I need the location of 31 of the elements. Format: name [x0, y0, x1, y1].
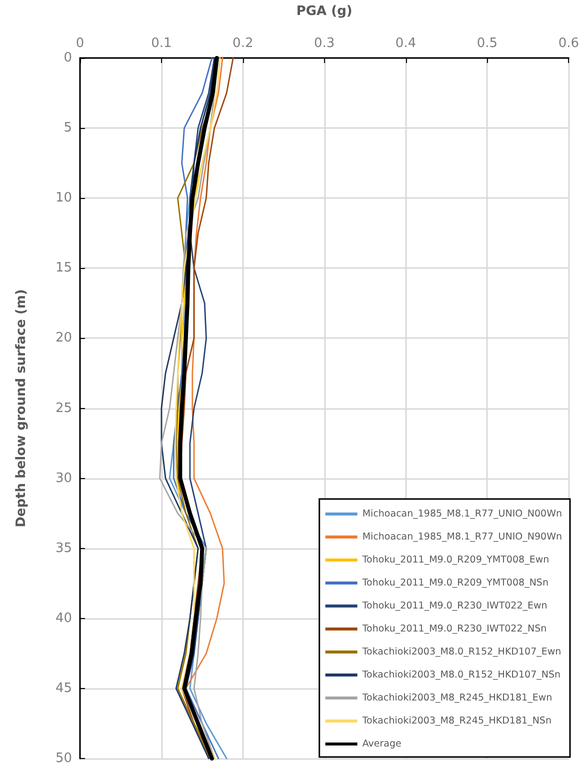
- legend-label: Average: [362, 738, 402, 750]
- legend-label: Tokachioki2003_M8.0_R152_HKD107_Ewn: [361, 646, 562, 658]
- y-tick-label: 15: [55, 260, 72, 276]
- y-tick-label: 0: [64, 50, 72, 66]
- legend-label: Tokachioki2003_M8_R245_HKD181_NSn: [361, 716, 552, 726]
- x-tick-label: 0.3: [314, 36, 335, 51]
- y-tick-label: 30: [55, 470, 72, 486]
- y-tick-label: 10: [55, 190, 72, 206]
- y-tick-label: 25: [55, 400, 72, 416]
- legend-label: Tohoku_2011_M9.0_R230_IWT022_Ewn: [361, 600, 548, 612]
- y-tick-label: 45: [55, 680, 72, 696]
- y-tick-label: 20: [55, 330, 72, 346]
- legend-label: Tokachioki2003_M8.0_R152_HKD107_NSn: [361, 670, 561, 680]
- x-tick-label: 0.5: [476, 36, 498, 51]
- y-tick-label: 5: [64, 120, 72, 136]
- legend-label: Tokachioki2003_M8_R245_HKD181_Ewn: [361, 692, 552, 704]
- x-tick-label: 0.1: [151, 36, 172, 51]
- legend-label: Tohoku_2011_M9.0_R209_YMT008_NSn: [361, 578, 548, 588]
- x-tick-label: 0.4: [395, 36, 416, 51]
- legend-label: Michoacan_1985_M8.1_R77_UNIO_N00Wn: [362, 508, 562, 520]
- legend-label: Tohoku_2011_M9.0_R209_YMT008_Ewn: [361, 554, 550, 566]
- x-tick-label: 0: [76, 36, 84, 51]
- legend-label: Tohoku_2011_M9.0_R230_IWT022_NSn: [361, 624, 547, 634]
- y-tick-label: 50: [55, 751, 72, 765]
- y-tick-label: 40: [55, 610, 72, 626]
- x-axis-title: PGA (g): [296, 4, 352, 19]
- y-axis-title: Depth below ground surface (m): [14, 289, 29, 528]
- y-tick-label: 35: [55, 540, 72, 556]
- x-tick-label: 0.6: [558, 36, 580, 51]
- x-tick-label: 0.2: [232, 36, 254, 51]
- legend-label: Michoacan_1985_M8.1_R77_UNIO_N90Wn: [362, 532, 562, 542]
